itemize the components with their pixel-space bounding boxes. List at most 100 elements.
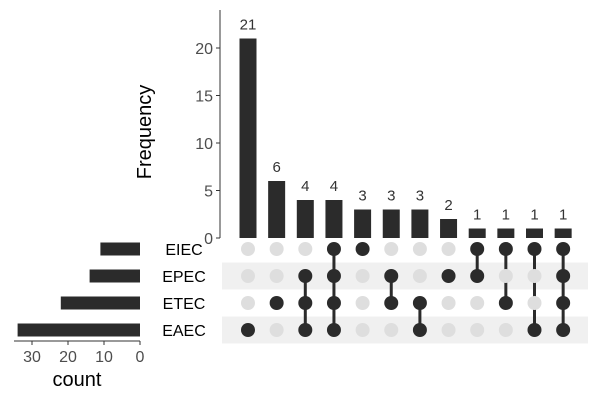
matrix-dot-empty [241, 242, 255, 256]
intersection-bar [296, 200, 314, 238]
matrix-dot-filled [384, 269, 399, 283]
intersection-bar [239, 38, 257, 238]
matrix-dot-filled [412, 296, 427, 310]
intersection-value-label: 2 [444, 197, 452, 214]
matrix-dots [241, 242, 571, 337]
intersection-bar [497, 228, 515, 238]
intersection-bar [526, 228, 543, 238]
intersection-value-label: 3 [416, 188, 424, 205]
matrix-dot-filled [298, 269, 313, 283]
x-tick-label: 10 [95, 349, 113, 366]
intersection-value-label: 6 [272, 159, 280, 176]
matrix-dot-empty [384, 242, 399, 256]
set-name-label: EPEC [162, 269, 206, 286]
matrix-dot-filled [326, 242, 341, 256]
matrix-dot-empty [355, 269, 370, 283]
matrix-dot-filled [556, 323, 571, 337]
matrix-dot-filled [527, 323, 542, 337]
x-axis-label: count [53, 369, 102, 391]
matrix-dot-empty [384, 323, 399, 337]
intersection-value-label: 4 [330, 178, 338, 195]
set-name-label: EAEC [162, 323, 206, 340]
matrix-dot-filled [412, 323, 427, 337]
matrix-dot-filled [298, 323, 313, 337]
matrix-dot-filled [269, 296, 284, 310]
matrix-dot-empty [355, 323, 370, 337]
intersection-bar [325, 200, 343, 238]
matrix-dot-filled [326, 323, 341, 337]
matrix-dot-filled [556, 269, 571, 283]
intersection-value-label: 1 [473, 207, 481, 224]
intersection-value-label: 4 [301, 178, 309, 195]
set-size-bar [60, 296, 140, 310]
matrix-dot-empty [498, 323, 513, 337]
intersection-bar [440, 219, 458, 238]
matrix-dot-filled [556, 296, 571, 310]
intersection-bar [411, 209, 429, 238]
matrix-dot-empty [355, 296, 370, 310]
matrix-dot-empty [269, 242, 284, 256]
matrix-dot-filled [441, 269, 456, 283]
set-size-bars [17, 242, 141, 337]
matrix-dot-filled [355, 242, 370, 256]
set-size-bar [89, 269, 140, 283]
matrix-dot-empty [527, 269, 542, 283]
matrix-dot-empty [470, 323, 485, 337]
matrix-dot-empty [498, 269, 513, 283]
set-size-bar [100, 242, 140, 256]
matrix-dot-empty [441, 323, 456, 337]
set-name-label: ETEC [163, 296, 206, 313]
matrix-dot-filled [241, 323, 255, 337]
matrix-dot-filled [470, 269, 485, 283]
intersection-size-axes: 0 5 10 15 20 [195, 10, 221, 248]
matrix-dot-filled [326, 296, 341, 310]
intersection-bar [382, 209, 400, 238]
set-size-bar [17, 323, 141, 337]
intersection-value-label: 3 [387, 188, 395, 205]
y-tick-label: 0 [204, 231, 213, 248]
matrix-dot-filled [498, 242, 513, 256]
set-size-axes: 30 20 10 0 [14, 340, 145, 366]
intersection-value-label: 1 [530, 207, 538, 224]
matrix-dot-empty [412, 269, 427, 283]
matrix-dot-empty [241, 269, 255, 283]
matrix-dot-filled [326, 269, 341, 283]
matrix-row-stripes [222, 262, 588, 344]
matrix-dot-empty [269, 269, 284, 283]
intersection-value-label: 1 [502, 207, 510, 224]
matrix-dot-filled [384, 296, 399, 310]
matrix-dot-empty [241, 296, 255, 310]
matrix-dot-empty [269, 323, 284, 337]
intersection-bar [354, 209, 372, 238]
x-tick-label: 30 [23, 349, 41, 366]
matrix-dot-empty [441, 242, 456, 256]
y-tick-label: 5 [204, 184, 213, 201]
intersection-value-label: 1 [559, 207, 567, 224]
intersection-value-label: 21 [240, 17, 257, 34]
matrix-dot-empty [298, 242, 313, 256]
intersection-value-label: 3 [358, 188, 366, 205]
intersection-bars [239, 38, 572, 238]
matrix-dot-empty [470, 296, 485, 310]
intersection-bar [468, 228, 486, 238]
matrix-dot-filled [298, 296, 313, 310]
intersection-bar [554, 228, 572, 238]
matrix-dot-empty [527, 296, 542, 310]
matrix-dot-filled [498, 296, 513, 310]
y-axis-label: Frequency [134, 85, 156, 180]
matrix-dot-empty [412, 242, 427, 256]
matrix-dot-empty [441, 296, 456, 310]
y-tick-label: 15 [195, 89, 213, 106]
y-tick-label: 20 [195, 41, 213, 58]
matrix-dot-filled [527, 242, 542, 256]
set-name-label: EIEC [165, 242, 202, 259]
y-tick-label: 10 [195, 136, 213, 153]
x-tick-label: 0 [136, 349, 145, 366]
set-name-labels: EIEC EPEC ETEC EAEC [162, 242, 206, 340]
intersection-bar [268, 181, 286, 238]
matrix-dot-filled [556, 242, 571, 256]
x-tick-label: 20 [59, 349, 77, 366]
matrix-dot-filled [470, 242, 485, 256]
